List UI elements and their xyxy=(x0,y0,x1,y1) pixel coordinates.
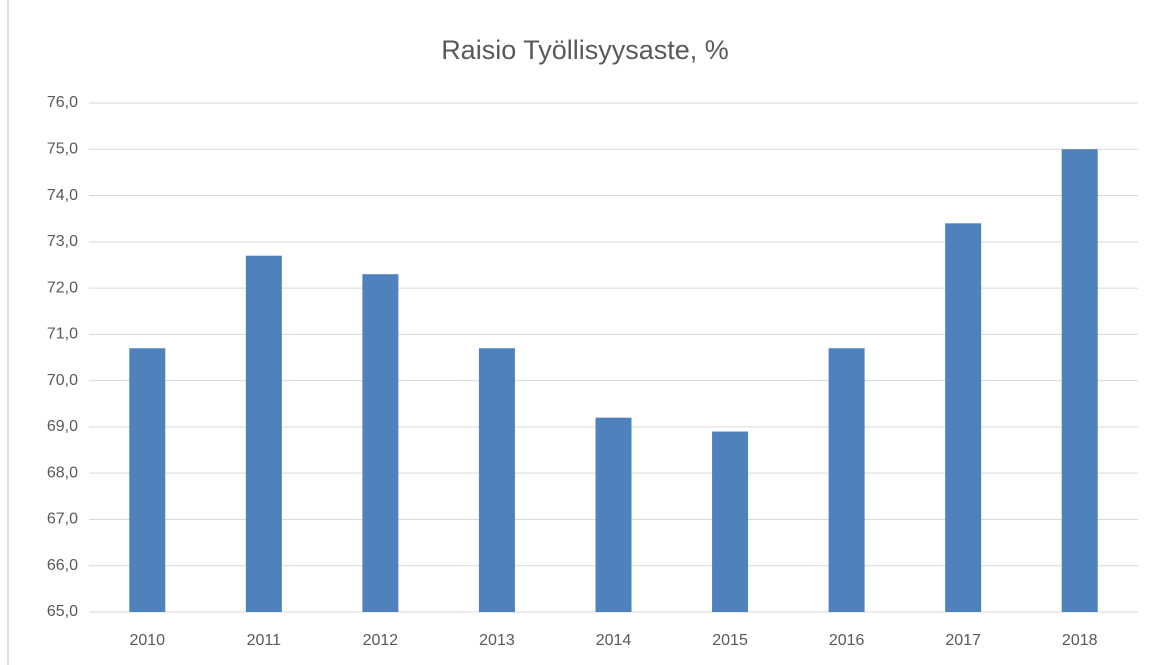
y-tick-label: 76,0 xyxy=(47,94,78,111)
y-tick-label: 71,0 xyxy=(47,326,78,343)
y-tick-label: 73,0 xyxy=(47,233,78,250)
x-tick-label: 2017 xyxy=(945,632,981,649)
bar xyxy=(712,431,749,612)
y-tick-label: 75,0 xyxy=(47,140,78,157)
x-tick-label: 2013 xyxy=(479,632,515,649)
bar xyxy=(245,255,282,612)
y-tick-label: 72,0 xyxy=(47,279,78,296)
x-tick-label: 2018 xyxy=(1062,632,1098,649)
bar xyxy=(945,223,982,613)
bar xyxy=(1061,149,1098,613)
y-tick-label: 68,0 xyxy=(47,464,78,481)
y-tick-label: 69,0 xyxy=(47,418,78,435)
y-tick-label: 74,0 xyxy=(47,187,78,204)
x-tick-label: 2010 xyxy=(129,632,165,649)
bar xyxy=(828,348,865,612)
bar xyxy=(362,274,399,612)
y-tick-label: 70,0 xyxy=(47,372,78,389)
y-tick-label: 65,0 xyxy=(47,603,78,620)
bar xyxy=(129,348,166,612)
x-tick-label: 2015 xyxy=(712,632,748,649)
bar xyxy=(478,348,515,612)
y-tick-label: 66,0 xyxy=(47,557,78,574)
chart-title: Raisio Työllisyysaste, % xyxy=(441,35,729,65)
x-tick-label: 2016 xyxy=(829,632,865,649)
bar xyxy=(595,417,632,612)
x-tick-label: 2011 xyxy=(247,632,282,649)
y-tick-label: 67,0 xyxy=(47,511,78,528)
x-tick-label: 2012 xyxy=(363,632,399,649)
x-tick-label: 2014 xyxy=(596,632,632,649)
